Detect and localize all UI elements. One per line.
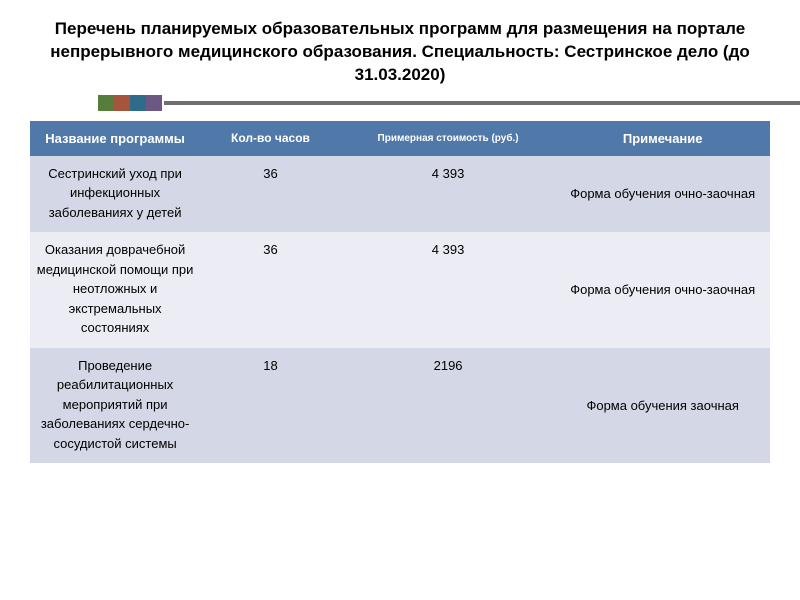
- divider-block: [130, 95, 146, 111]
- cell-note: Форма обучения заочная: [555, 348, 770, 464]
- cell-cost: 4 393: [341, 232, 556, 348]
- page-title: Перечень планируемых образовательных про…: [0, 0, 800, 95]
- col-header-note: Примечание: [555, 121, 770, 156]
- divider-block: [114, 95, 130, 111]
- cell-hours: 18: [200, 348, 341, 464]
- divider-block: [98, 95, 114, 111]
- col-header-cost: Примерная стоимость (руб.): [341, 121, 556, 156]
- cell-name: Проведение реабилитационных мероприятий …: [30, 348, 200, 464]
- col-header-name: Название программы: [30, 121, 200, 156]
- table-row: Проведение реабилитационных мероприятий …: [30, 348, 770, 464]
- table-row: Сестринский уход при инфекционных заболе…: [30, 156, 770, 233]
- divider-block: [146, 95, 162, 111]
- cell-hours: 36: [200, 232, 341, 348]
- table-header-row: Название программы Кол-во часов Примерна…: [30, 121, 770, 156]
- programs-table: Название программы Кол-во часов Примерна…: [30, 121, 770, 464]
- divider-blocks: [98, 95, 162, 111]
- cell-hours: 36: [200, 156, 341, 233]
- col-header-hours: Кол-во часов: [200, 121, 341, 156]
- table-row: Оказания доврачебной медицинской помощи …: [30, 232, 770, 348]
- cell-note: Форма обучения очно-заочная: [555, 156, 770, 233]
- cell-cost: 2196: [341, 348, 556, 464]
- cell-note: Форма обучения очно-заочная: [555, 232, 770, 348]
- title-divider: [0, 95, 800, 111]
- cell-cost: 4 393: [341, 156, 556, 233]
- cell-name: Оказания доврачебной медицинской помощи …: [30, 232, 200, 348]
- cell-name: Сестринский уход при инфекционных заболе…: [30, 156, 200, 233]
